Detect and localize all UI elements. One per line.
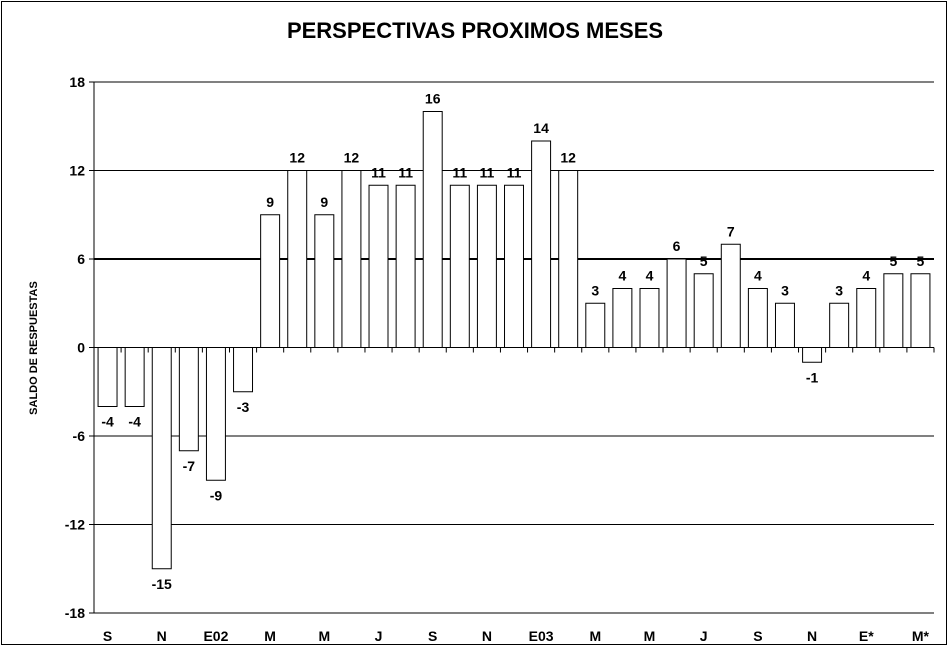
bar xyxy=(205,347,226,481)
bar xyxy=(449,184,470,348)
data-label: 3 xyxy=(835,282,843,298)
data-label: 11 xyxy=(479,164,494,180)
data-label: 12 xyxy=(560,150,576,166)
x-tick-label: M* xyxy=(912,628,930,644)
x-tick-label: S xyxy=(103,628,112,644)
data-label: -7 xyxy=(183,458,196,474)
x-tick-label: E02 xyxy=(203,628,228,644)
bar xyxy=(666,258,687,348)
data-label: 6 xyxy=(673,238,681,254)
y-tick-label: -6 xyxy=(73,428,86,444)
x-tick-label: N xyxy=(482,628,492,644)
x-tick-label: N xyxy=(157,628,167,644)
data-label: 5 xyxy=(700,253,708,269)
x-tick-label: M xyxy=(318,628,330,644)
bar xyxy=(260,214,281,348)
x-tick-label: S xyxy=(428,628,437,644)
bar xyxy=(531,140,552,348)
bar xyxy=(639,288,660,348)
data-label: -3 xyxy=(237,399,250,415)
x-tick-label: E* xyxy=(859,628,874,644)
data-label: 7 xyxy=(727,223,735,239)
bar xyxy=(341,170,362,348)
bar xyxy=(178,347,199,452)
data-label: -4 xyxy=(128,414,141,430)
bar xyxy=(97,347,118,407)
bar xyxy=(693,273,714,348)
bar xyxy=(151,347,172,570)
x-tick-label: E03 xyxy=(529,628,554,644)
data-label: 4 xyxy=(618,268,626,284)
data-label: 4 xyxy=(754,268,762,284)
x-tick-label: M xyxy=(264,628,276,644)
y-tick-label: -12 xyxy=(65,517,85,533)
data-label: 5 xyxy=(889,253,897,269)
x-tick-label: M xyxy=(644,628,656,644)
bar xyxy=(314,214,335,348)
data-label: 9 xyxy=(320,194,328,210)
y-tick-label: 12 xyxy=(69,163,85,179)
y-tick-label: 0 xyxy=(77,340,85,356)
bar xyxy=(558,170,579,348)
data-label: 14 xyxy=(533,120,549,136)
data-label: 11 xyxy=(507,164,522,180)
bar xyxy=(883,273,904,348)
axes: 18 12 6 0 -6 -12 -18 S N E02 M M J S N E03 M M J S N E* M* xyxy=(65,74,935,644)
bar xyxy=(720,243,741,348)
data-label: 12 xyxy=(289,150,305,166)
bar xyxy=(422,111,443,348)
bar xyxy=(368,184,389,348)
x-tick-label: M xyxy=(589,628,601,644)
bar xyxy=(287,170,308,348)
bar xyxy=(747,288,768,348)
bar xyxy=(124,347,145,407)
bar xyxy=(774,302,795,348)
y-tick-label: 6 xyxy=(77,251,85,267)
data-label: 16 xyxy=(425,91,441,107)
y-tick-label: 18 xyxy=(69,74,85,90)
data-label: 4 xyxy=(862,268,870,284)
data-label: -9 xyxy=(210,487,223,503)
x-tick-label: J xyxy=(375,628,383,644)
data-label: 11 xyxy=(452,164,467,180)
x-tick-label: J xyxy=(700,628,708,644)
data-label: 9 xyxy=(266,194,274,210)
bar xyxy=(504,184,524,348)
bars xyxy=(97,111,931,570)
chart-title: PERSPECTIVAS PROXIMOS MESES xyxy=(286,18,664,43)
data-label: 3 xyxy=(781,282,789,298)
bar xyxy=(802,347,823,363)
bar xyxy=(476,184,497,348)
data-label: 12 xyxy=(344,150,360,166)
data-label: 4 xyxy=(646,268,654,284)
data-label: 11 xyxy=(398,164,413,180)
y-tick-label: -18 xyxy=(65,605,85,621)
data-label: 5 xyxy=(917,253,925,269)
bar xyxy=(585,302,606,348)
x-tick-label: S xyxy=(753,628,762,644)
bar xyxy=(829,302,850,348)
x-tick-label: N xyxy=(807,628,817,644)
data-label: -15 xyxy=(152,576,172,592)
bar xyxy=(612,288,633,348)
data-label: 11 xyxy=(371,164,386,180)
data-label: 3 xyxy=(591,282,599,298)
bar xyxy=(910,273,931,348)
data-label: -1 xyxy=(806,369,819,385)
data-label: -4 xyxy=(101,414,114,430)
bar xyxy=(233,347,254,393)
bar xyxy=(395,184,416,348)
bar xyxy=(856,288,877,348)
